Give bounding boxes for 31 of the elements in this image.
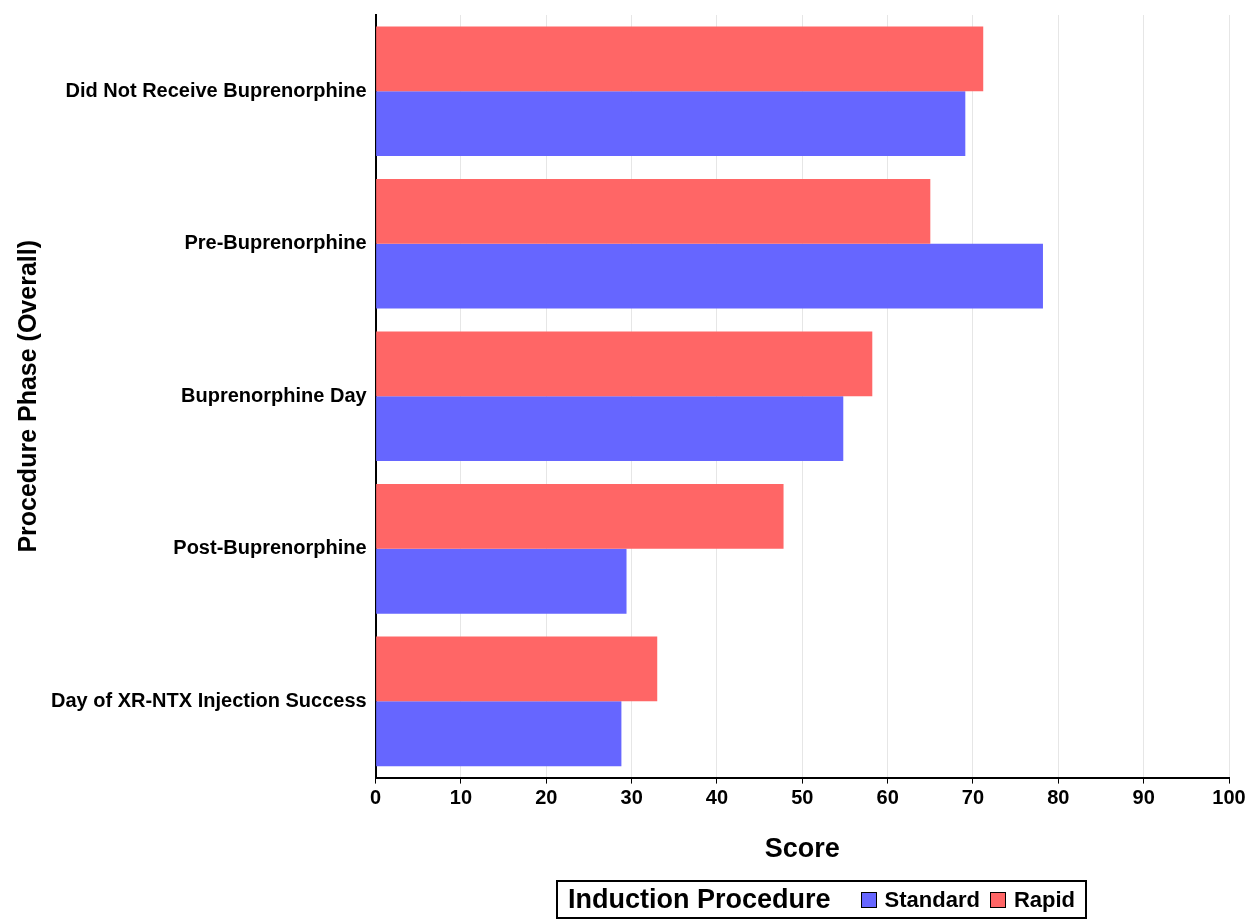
x-tick-label: 20: [535, 786, 558, 809]
y-tick-label: Pre-Buprenorphine: [184, 231, 367, 254]
x-tick-label: 0: [370, 786, 382, 809]
x-tick-label: 10: [449, 786, 473, 809]
x-tick-label: 30: [620, 786, 643, 809]
y-tick-label: Post-Buprenorphine: [173, 536, 367, 559]
x-tick-label: 60: [876, 786, 899, 809]
x-tick-label: 40: [705, 786, 729, 809]
y-axis-title: Procedure Phase (Overall): [12, 239, 41, 553]
x-tick-label: 100: [1212, 786, 1246, 809]
x-tick-label: 50: [791, 786, 814, 809]
legend-label: Rapid: [1013, 886, 1076, 913]
bar: [376, 484, 784, 549]
y-tick-label: Day of XR-NTX Injection Success: [50, 688, 367, 711]
bar: [376, 243, 1043, 309]
x-tick-label: 90: [1132, 786, 1155, 809]
bar: [376, 178, 931, 244]
bar: [376, 701, 622, 767]
x-tick-label: 70: [961, 786, 985, 809]
y-tick-label: Buprenorphine Day: [181, 383, 368, 406]
x-axis-title: Score: [764, 833, 840, 864]
legend-label: Standard: [884, 886, 980, 913]
y-tick-label: Did Not Receive Buprenorphine: [65, 78, 367, 101]
bar: [376, 331, 873, 397]
bar: [376, 26, 984, 92]
bar: [376, 548, 627, 614]
x-tick-label: 80: [1047, 786, 1070, 809]
bar: [376, 396, 844, 462]
bar: [376, 636, 658, 702]
bar: [376, 91, 966, 157]
legend-title: Induction Procedure: [568, 884, 831, 915]
